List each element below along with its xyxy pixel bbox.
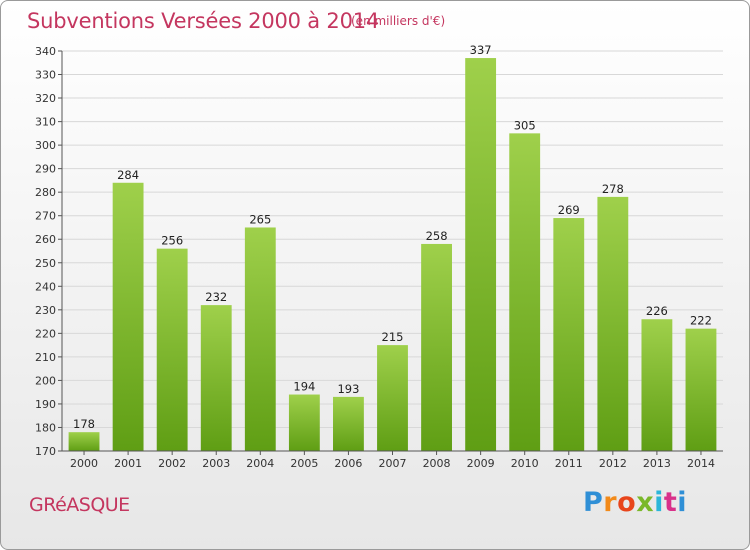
y-tick-label: 260 [35,233,56,246]
y-tick-label: 300 [35,139,56,152]
y-tick-label: 330 [35,69,56,82]
bar-2002 [156,248,188,451]
x-tick-label: 2007 [379,457,407,470]
bar-value-label: 232 [205,290,227,304]
bar-value-label: 278 [602,182,624,196]
bar-2013 [641,319,673,451]
y-tick-label: 230 [35,304,56,317]
bar-value-label: 258 [426,229,448,243]
x-tick-label: 2008 [423,457,451,470]
chart-subtitle: (en milliers d'€) [351,14,446,28]
bar-2000 [68,432,100,451]
bar-value-label: 284 [117,168,139,182]
bar-2008 [421,243,452,451]
bar-2012 [597,196,629,451]
x-tick-label: 2000 [70,457,98,470]
y-tick-label: 250 [35,257,56,270]
x-tick-label: 2009 [467,457,495,470]
y-tick-label: 170 [35,445,56,458]
bar-2009 [465,58,497,451]
bar-value-label: 222 [690,314,712,328]
x-tick-label: 2011 [555,457,583,470]
y-tick-label: 310 [35,116,56,129]
y-tick-label: 180 [35,421,56,434]
x-tick-label: 2006 [334,457,362,470]
y-tick-label: 190 [35,398,56,411]
bars: 178 284 256 232 265 194 193 215 258 337 305 269 278 2… [68,43,717,451]
bar-2005 [288,394,320,451]
y-tick-label: 210 [35,351,56,364]
bar-2011 [553,218,585,451]
bar-value-label: 256 [161,234,183,248]
bar-value-label: 226 [646,304,668,318]
bar-value-label: 305 [514,118,536,132]
bar-value-label: 265 [249,212,271,226]
bar-2003 [200,305,232,451]
bar-value-label: 337 [470,43,492,57]
y-tick-label: 220 [35,327,56,340]
x-tick-label: 2004 [246,457,274,470]
x-tick-label: 2001 [114,457,142,470]
y-tick-label: 200 [35,374,56,387]
bar-value-label: 178 [73,417,95,431]
x-tick-label: 2010 [511,457,539,470]
proxiti-logo: Proxiti [583,487,688,518]
y-tick-label: 340 [35,45,56,58]
bar-value-label: 193 [337,382,359,396]
commune-name: GRéASQUE [29,494,130,516]
bar-2007 [377,345,408,451]
axes: 170 180 190 200 210 220 230 240 250 260 270 280 290 3… [35,45,723,470]
y-tick-label: 280 [35,186,56,199]
bar-2006 [333,396,364,451]
y-tick-label: 270 [35,210,56,223]
bar-value-label: 215 [382,330,404,344]
chart-title: Subventions Versées 2000 à 2014 [27,9,380,33]
bar-2014 [685,328,717,451]
x-tick-label: 2014 [687,457,715,470]
bar-2004 [244,227,276,451]
bar-value-label: 194 [293,380,315,394]
x-tick-label: 2002 [158,457,186,470]
x-tick-label: 2013 [643,457,671,470]
y-tick-label: 320 [35,92,56,105]
bar-2001 [112,182,144,451]
y-tick-label: 240 [35,280,56,293]
bar-value-label: 269 [558,203,580,217]
x-tick-label: 2012 [599,457,627,470]
x-tick-label: 2005 [290,457,318,470]
y-tick-label: 290 [35,163,56,176]
x-tick-label: 2003 [202,457,230,470]
bar-2010 [509,133,541,451]
